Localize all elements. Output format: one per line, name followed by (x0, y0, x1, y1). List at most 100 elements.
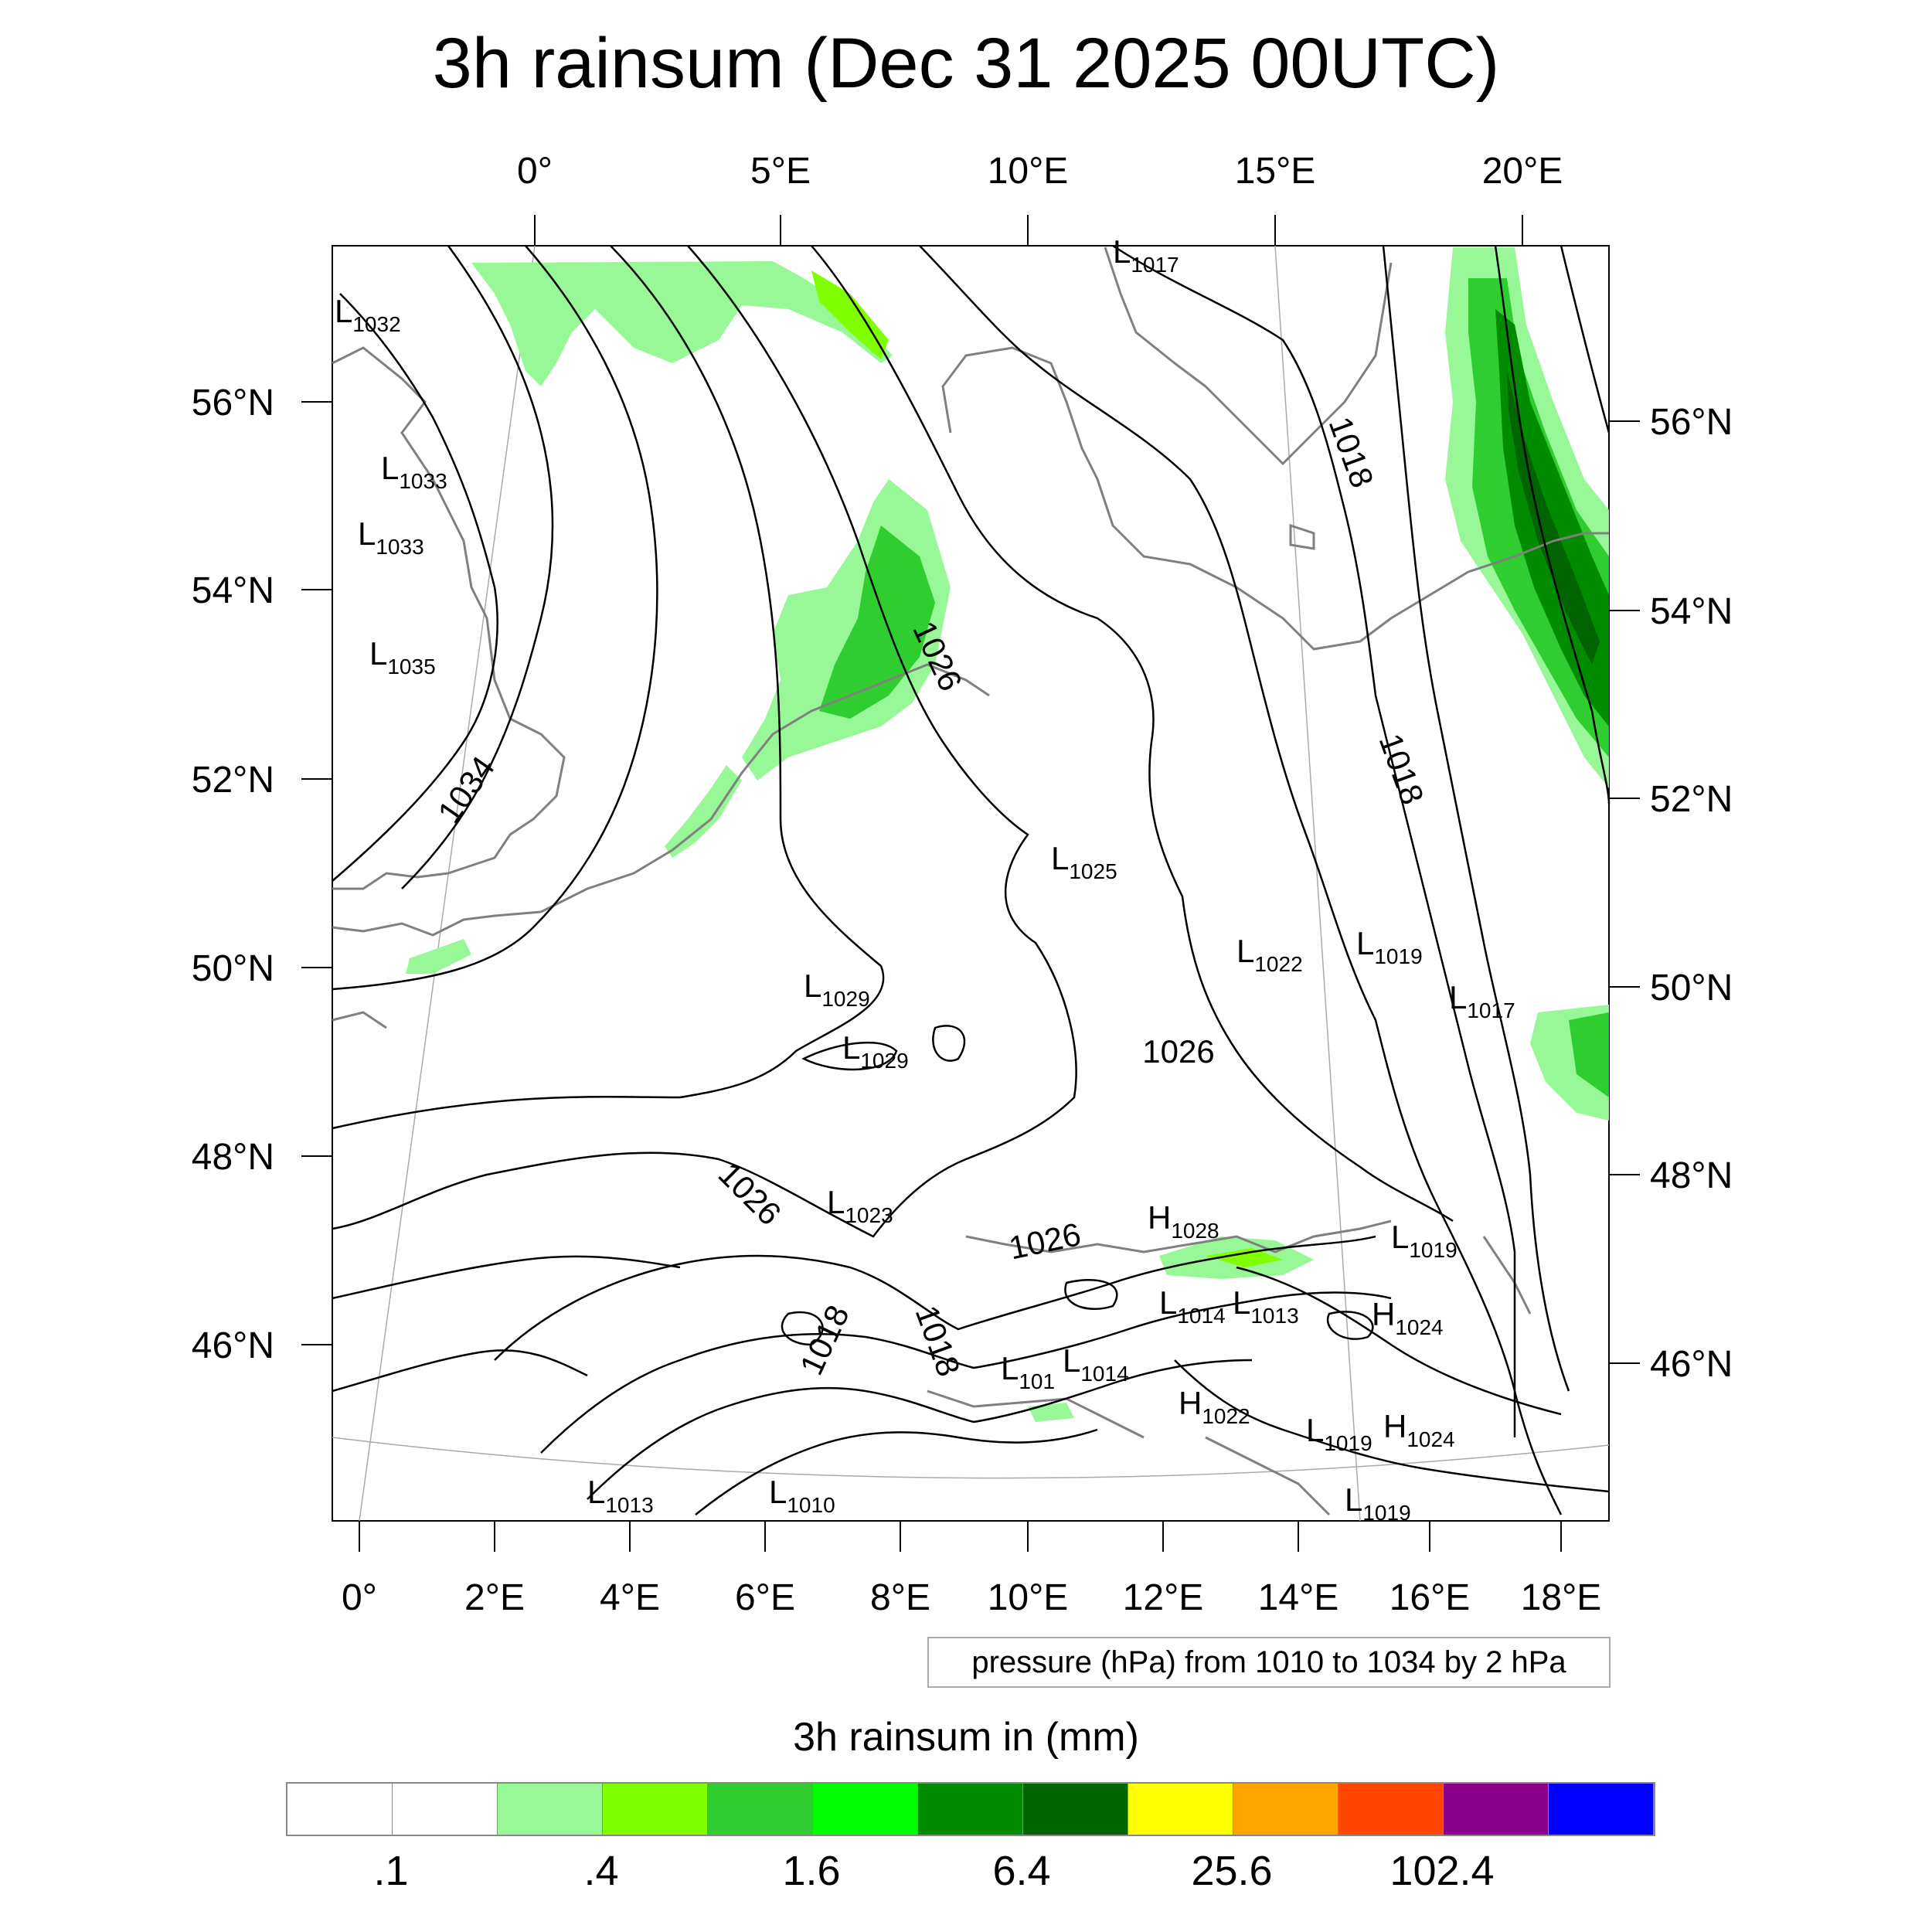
isobar-alps-4 (695, 1428, 1098, 1515)
colorbar-label: 1.6 (782, 1848, 841, 1894)
rain-alps-core (1206, 1248, 1283, 1267)
left-lat-label: 54°N (192, 570, 274, 611)
pressure-center: L1019 (1345, 1481, 1411, 1525)
isobar-alps-2 (540, 1291, 1392, 1454)
colorbar-segment (1549, 1784, 1654, 1835)
colorbar-segment (1128, 1784, 1233, 1835)
colorbar-segment (708, 1784, 813, 1835)
pressure-center: H1022 (1179, 1385, 1250, 1428)
pressure-center: L1029 (804, 968, 870, 1011)
left-lat-label: 46°N (192, 1325, 274, 1366)
colorbar-segment (498, 1784, 603, 1835)
colorbar-label: .4 (583, 1848, 619, 1894)
isobar-loop-3 (1064, 1279, 1118, 1310)
pressure-center: L1019 (1356, 925, 1423, 968)
isobar-j (1494, 245, 1611, 804)
left-lat-label: 52°N (192, 760, 274, 801)
colorbar-label: 6.4 (992, 1848, 1051, 1894)
pressure-center: L1033 (358, 515, 424, 559)
coast-adriatic (1205, 1436, 1331, 1516)
pressure-center: L101 (1001, 1350, 1055, 1393)
pressure-center: L1017 (1449, 979, 1515, 1022)
pressure-center: L1025 (1051, 840, 1117, 883)
right-lat-label: 50°N (1650, 968, 1733, 1009)
rain-north-sea (471, 261, 893, 386)
contour-label: 1026 (1142, 1033, 1214, 1070)
map-title: 3h rainsum (Dec 31 2025 00UTC) (432, 24, 1500, 103)
isobar-west-2 (332, 1349, 588, 1393)
rain-poland-core (1569, 1012, 1609, 1097)
isobar-a (332, 293, 498, 882)
map-frame (332, 245, 1610, 1522)
top-lon-label: 0° (517, 151, 553, 192)
isobar-d (332, 245, 885, 1130)
top-lon-label: 20°E (1482, 151, 1563, 192)
colorbar-segment (1023, 1784, 1128, 1835)
isobar-loop-1 (801, 1041, 898, 1071)
axis-ticks (301, 215, 1640, 1552)
pressure-center: L1022 (1236, 933, 1303, 976)
isobar-h (1112, 244, 1516, 1437)
pressure-center: L1013 (587, 1474, 654, 1517)
bottom-lon-label: 12°E (1123, 1577, 1204, 1618)
colorbar-label: 102.4 (1389, 1848, 1495, 1894)
coast-baltic-islands (1289, 523, 1315, 550)
pressure-center: L1014 (1159, 1284, 1226, 1328)
colorbar-title: 3h rainsum in (mm) (793, 1715, 1139, 1760)
pressure-center: L1035 (369, 635, 436, 679)
pressure-center: H1024 (1383, 1408, 1455, 1451)
right-lat-label: 48°N (1650, 1155, 1733, 1196)
top-lon-label: 15°E (1235, 151, 1316, 192)
coast-denmark (941, 346, 1609, 651)
pressure-center: L1029 (842, 1029, 909, 1073)
rain-channel (406, 939, 471, 974)
left-lat-label: 50°N (192, 948, 274, 989)
pressure-center: L1014 (1063, 1342, 1129, 1386)
pressure-center: L1010 (769, 1474, 835, 1517)
isobar-b (401, 245, 554, 889)
bottom-lon-label: 16°E (1389, 1577, 1471, 1618)
pressure-center: L1032 (335, 293, 401, 336)
left-lat-label: 56°N (192, 383, 274, 423)
colorbar (286, 1782, 1655, 1836)
border-alps (965, 1219, 1392, 1253)
colorbar-segment (813, 1784, 918, 1835)
pressure-center: L1017 (1113, 233, 1179, 277)
bottom-lon-label: 8°E (870, 1577, 930, 1618)
isobar-c (332, 245, 658, 991)
colorbar-label: .1 (373, 1848, 409, 1894)
bottom-lon-label: 4°E (600, 1577, 660, 1618)
pressure-centers: L1032 L1033 L1033 L1035 L1017 L1025 L102… (335, 233, 1515, 1525)
colorbar-segment (1444, 1784, 1549, 1835)
top-lon-label: 10°E (988, 151, 1069, 192)
isobar-i (1382, 245, 1570, 1392)
rain-fields (406, 247, 1609, 1422)
right-lat-label: 54°N (1650, 591, 1733, 632)
rain-baltic-core (1507, 371, 1600, 665)
isobar-g (919, 245, 1563, 1515)
pressure-center: L1013 (1233, 1284, 1299, 1328)
left-lat-label: 48°N (192, 1137, 274, 1178)
colorbar-segment (918, 1784, 1023, 1835)
pressure-center: L1019 (1306, 1412, 1372, 1455)
isobar-k (1560, 245, 1611, 434)
bottom-lon-label: 6°E (735, 1577, 795, 1618)
right-lat-label: 52°N (1650, 779, 1733, 820)
coast-italy-north (927, 1389, 1145, 1439)
isobar-alps-3 (587, 1359, 1253, 1500)
isobar-south-1 (1174, 1359, 1610, 1493)
coast-france-north (540, 663, 990, 913)
colorbar-label: 25.6 (1191, 1848, 1273, 1894)
isobar-loop-5 (1326, 1311, 1374, 1340)
isobar-south-2 (1236, 1266, 1562, 1416)
bottom-lon-label: 18°E (1521, 1577, 1602, 1618)
parallel-45n (332, 1437, 1610, 1479)
right-lat-labels: 56°N 54°N 52°N 50°N 48°N 46°N (1650, 402, 1733, 1385)
pressure-center: L1023 (827, 1184, 893, 1227)
colorbar-segment (287, 1784, 393, 1835)
colorbar-segment (1338, 1784, 1444, 1835)
coast-britain-east (332, 346, 566, 890)
bottom-lon-label: 2°E (464, 1577, 525, 1618)
rain-benelux (665, 765, 742, 858)
